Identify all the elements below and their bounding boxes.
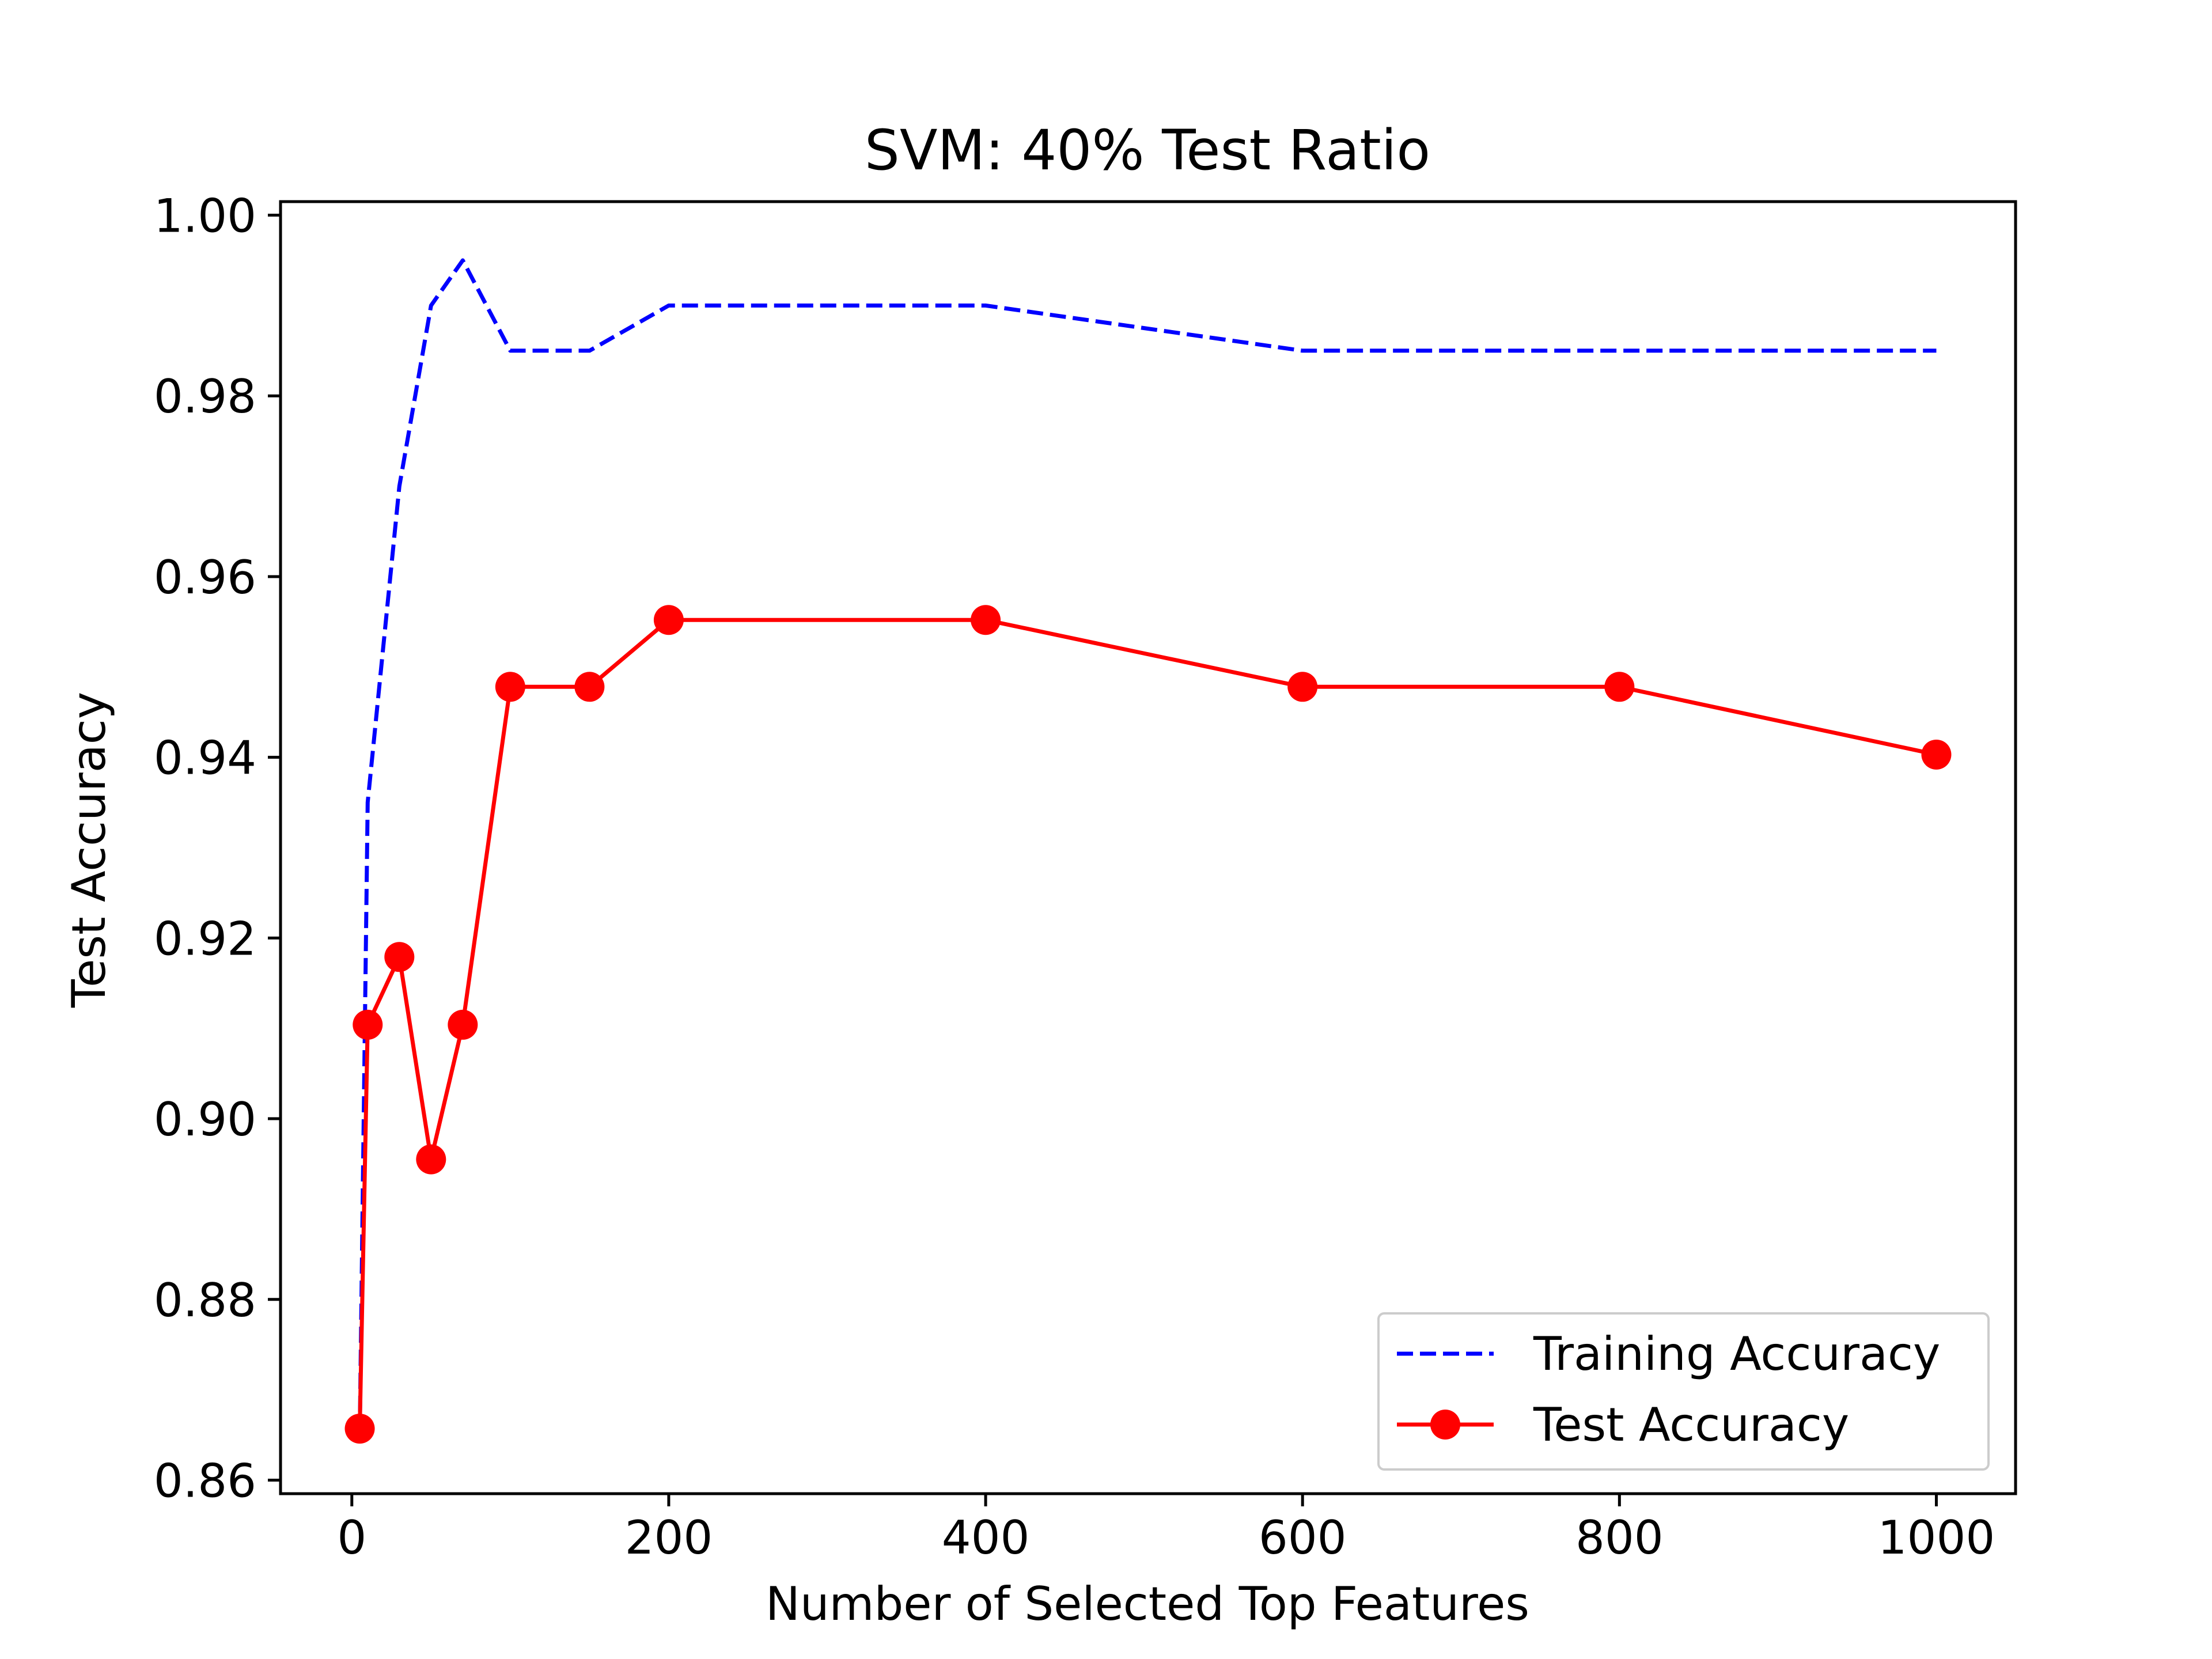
y-tick-label: 0.88 bbox=[154, 1274, 256, 1327]
data-point-test-accuracy bbox=[353, 1009, 383, 1040]
y-axis-label: Test Accuracy bbox=[62, 692, 116, 1008]
x-tick-label: 0 bbox=[337, 1511, 366, 1565]
ticks-layer: 0 200 400 600 800 1000 0.86 0.88 0.90 0.92 0.94 0.9… bbox=[154, 190, 1995, 1565]
x-tick-label: 200 bbox=[625, 1511, 713, 1565]
data-point-test-accuracy bbox=[653, 605, 684, 635]
y-tick-label: 0.92 bbox=[154, 912, 256, 965]
x-tick-label: 600 bbox=[1259, 1511, 1347, 1565]
data-point-test-accuracy bbox=[448, 1009, 478, 1040]
x-tick-label: 1000 bbox=[1878, 1511, 1995, 1565]
y-tick-label: 0.96 bbox=[154, 551, 256, 604]
data-point-test-accuracy bbox=[574, 672, 605, 702]
x-axis-label: Number of Selected Top Features bbox=[766, 1577, 1529, 1631]
series-line-training-accuracy bbox=[358, 258, 1937, 1435]
legend-label-test-accuracy: Test Accuracy bbox=[1533, 1398, 1849, 1452]
y-tick-label: 0.86 bbox=[154, 1454, 256, 1508]
data-point-test-accuracy bbox=[384, 942, 415, 972]
series-layer bbox=[344, 258, 1952, 1444]
y-tick-label: 0.94 bbox=[154, 732, 256, 785]
data-point-test-accuracy bbox=[344, 1414, 375, 1444]
legend-box bbox=[1377, 1312, 1990, 1471]
x-tick-label: 400 bbox=[942, 1511, 1030, 1565]
data-point-test-accuracy bbox=[1604, 672, 1635, 702]
data-point-test-accuracy bbox=[1287, 672, 1318, 702]
data-point-test-accuracy bbox=[495, 672, 525, 702]
legend-marker-test-accuracy bbox=[1430, 1410, 1460, 1440]
data-point-test-accuracy bbox=[416, 1144, 446, 1175]
legend: Training Accuracy Test Accuracy bbox=[1377, 1312, 1990, 1471]
y-tick-label: 0.98 bbox=[154, 370, 256, 423]
y-tick-label: 1.00 bbox=[154, 190, 256, 243]
legend-label-training-accuracy: Training Accuracy bbox=[1533, 1327, 1940, 1381]
chart-title: SVM: 40% Test Ratio bbox=[865, 118, 1430, 183]
plot-frame bbox=[279, 200, 2017, 1495]
data-point-test-accuracy bbox=[1921, 739, 1952, 770]
x-tick-label: 800 bbox=[1575, 1511, 1664, 1565]
series-line-test-accuracy bbox=[358, 618, 1937, 1429]
y-tick-label: 0.90 bbox=[154, 1093, 256, 1146]
data-point-test-accuracy bbox=[971, 605, 1001, 635]
